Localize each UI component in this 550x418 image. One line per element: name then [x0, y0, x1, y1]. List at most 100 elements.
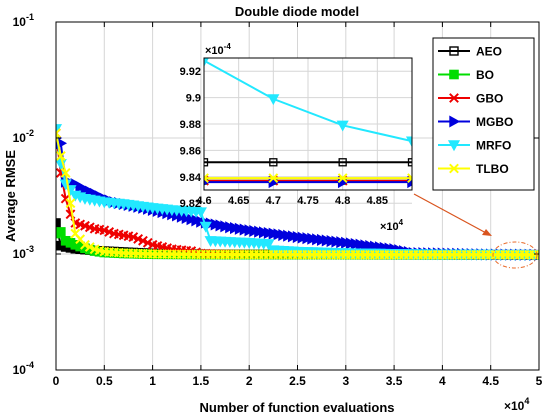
inset-y-exponent-power: -4 — [224, 42, 232, 51]
inset-y-exponent: ×10-4 — [205, 42, 231, 57]
inset-x-tick-label: 4.85 — [367, 195, 388, 207]
inset-point-tlbo — [204, 173, 209, 184]
inset-point-tlbo — [407, 173, 412, 184]
legend-marker — [447, 140, 461, 152]
inset-y-exponent-base: ×10 — [205, 45, 224, 57]
legend-label: TLBO — [476, 162, 509, 176]
x-tick-label: 2 — [246, 374, 253, 388]
y-tick-base: 10 — [13, 247, 27, 261]
zoom-region-ellipse — [492, 241, 538, 269]
y-tick-power: -4 — [26, 360, 34, 370]
inset-x-tick-label: 4.7 — [266, 195, 281, 207]
main-series — [56, 124, 539, 261]
legend-item-aeo: AEO — [438, 45, 502, 59]
inset-line-mrfo — [204, 59, 412, 143]
inset-x-tick-label: 4.75 — [297, 195, 318, 207]
x-tick-label: 3.5 — [386, 374, 403, 388]
data-point-mrfo — [194, 207, 207, 219]
y-tick-power: -2 — [26, 128, 34, 138]
inset-x-exponent: ×104 — [380, 218, 404, 233]
inset-point-aeo — [269, 158, 278, 167]
inset-y-tick-label: 9.84 — [180, 172, 202, 184]
y-tick-base: 10 — [13, 131, 27, 145]
chart-title: Double diode model — [235, 4, 359, 19]
legend-item-mrfo: MRFO — [438, 139, 511, 153]
x-tick-label: 2.5 — [289, 374, 306, 388]
inset-y-tick-label: 9.86 — [180, 145, 201, 157]
inset-y-tick-label: 9.92 — [180, 66, 201, 78]
data-point-mrfo — [199, 221, 212, 233]
inset-y-tick-label: 9.82 — [180, 198, 201, 210]
legend-marker — [449, 69, 459, 80]
inset-point-mrfo — [405, 136, 412, 148]
inset-point-aeo — [204, 158, 209, 167]
legend-label: MRFO — [476, 139, 511, 153]
x-axis-label: Number of function evaluations — [199, 400, 394, 415]
inset-x-exponent-base: ×10 — [380, 221, 399, 233]
legend-marker — [449, 93, 459, 103]
main-ticks: 0 0.5 1 1.5 2 2.5 3 3.5 4 4.5 510-410-310-210-1 — [13, 12, 543, 388]
y-tick-power: -3 — [26, 244, 34, 254]
data-point-tlbo — [65, 198, 76, 209]
legend-item-tlbo: TLBO — [438, 162, 509, 176]
inset-series-tlbo — [204, 173, 412, 184]
inset-x-tick-label: 4.65 — [228, 195, 249, 207]
data-point-tlbo — [60, 168, 71, 178]
inset-y-tick-label: 9.9 — [186, 93, 201, 105]
legend-item-mgbo: MGBO — [438, 115, 513, 129]
y-tick-label: 10-4 — [13, 360, 34, 377]
inset-frame — [203, 57, 413, 191]
data-point-aeo — [56, 218, 61, 228]
inset-point-mrfo — [204, 58, 209, 67]
legend-label: GBO — [476, 92, 503, 106]
inset-ticks: 4.6 4.65 4.7 4.75 4.8 4.85 9.82 9.84 9.86 9.88 9.9… — [180, 66, 388, 210]
y-tick-base: 10 — [13, 363, 27, 377]
data-point-tlbo — [80, 239, 90, 250]
data-point-tlbo — [56, 128, 61, 139]
x-tick-label: 1 — [149, 374, 156, 388]
x-tick-label: 0.5 — [96, 374, 113, 388]
inset-x-tick-label: 4.6 — [196, 195, 211, 207]
data-point-bo — [56, 227, 66, 237]
series-tlbo — [56, 128, 539, 260]
x-tick-label: 0 — [53, 374, 60, 388]
inset-series-aeo — [204, 158, 412, 167]
legend-label: MGBO — [476, 115, 513, 129]
x-tick-label: 1.5 — [193, 374, 210, 388]
x-exponent-base: ×10 — [504, 399, 525, 413]
inset-x-exponent-power: 4 — [399, 218, 404, 227]
inset-x-tick-label: 4.8 — [335, 195, 350, 207]
x-tick-label: 3 — [342, 374, 349, 388]
x-exponent: ×104 — [504, 396, 529, 413]
inset-point-mrfo — [336, 120, 349, 132]
y-axis-label: Average RMSE — [3, 150, 18, 242]
inset-point-tlbo — [268, 173, 279, 184]
inset-series — [204, 58, 412, 189]
y-tick-label: 10-2 — [13, 128, 34, 145]
inset-point-tlbo — [337, 173, 348, 184]
legend-item-bo: BO — [438, 68, 494, 82]
x-exponent-power: 4 — [524, 396, 529, 406]
zoom-arrow — [413, 193, 489, 235]
data-point-mrfo — [262, 239, 275, 251]
y-tick-power: -1 — [26, 12, 34, 22]
inset-point-aeo — [338, 158, 347, 167]
x-tick-label: 4.5 — [482, 374, 499, 388]
y-tick-label: 10-1 — [13, 12, 34, 29]
legend-marker — [449, 163, 459, 174]
y-tick-base: 10 — [13, 15, 27, 29]
inset-series-mrfo — [204, 58, 412, 148]
x-tick-label: 4 — [439, 374, 446, 388]
y-tick-label: 10-3 — [13, 244, 34, 261]
legend-marker — [449, 115, 461, 128]
inset-point-aeo — [407, 158, 412, 167]
zoom-arrow-head — [482, 229, 492, 236]
legend-label: AEO — [476, 45, 502, 59]
data-point-tlbo — [56, 151, 66, 161]
legend: AEO BO GBO MGBO MRFO TLBO — [432, 37, 535, 191]
inset-y-tick-label: 9.88 — [180, 119, 201, 131]
data-point-tlbo — [84, 242, 95, 252]
legend-marker — [449, 46, 459, 56]
inset-point-mrfo — [267, 94, 280, 106]
